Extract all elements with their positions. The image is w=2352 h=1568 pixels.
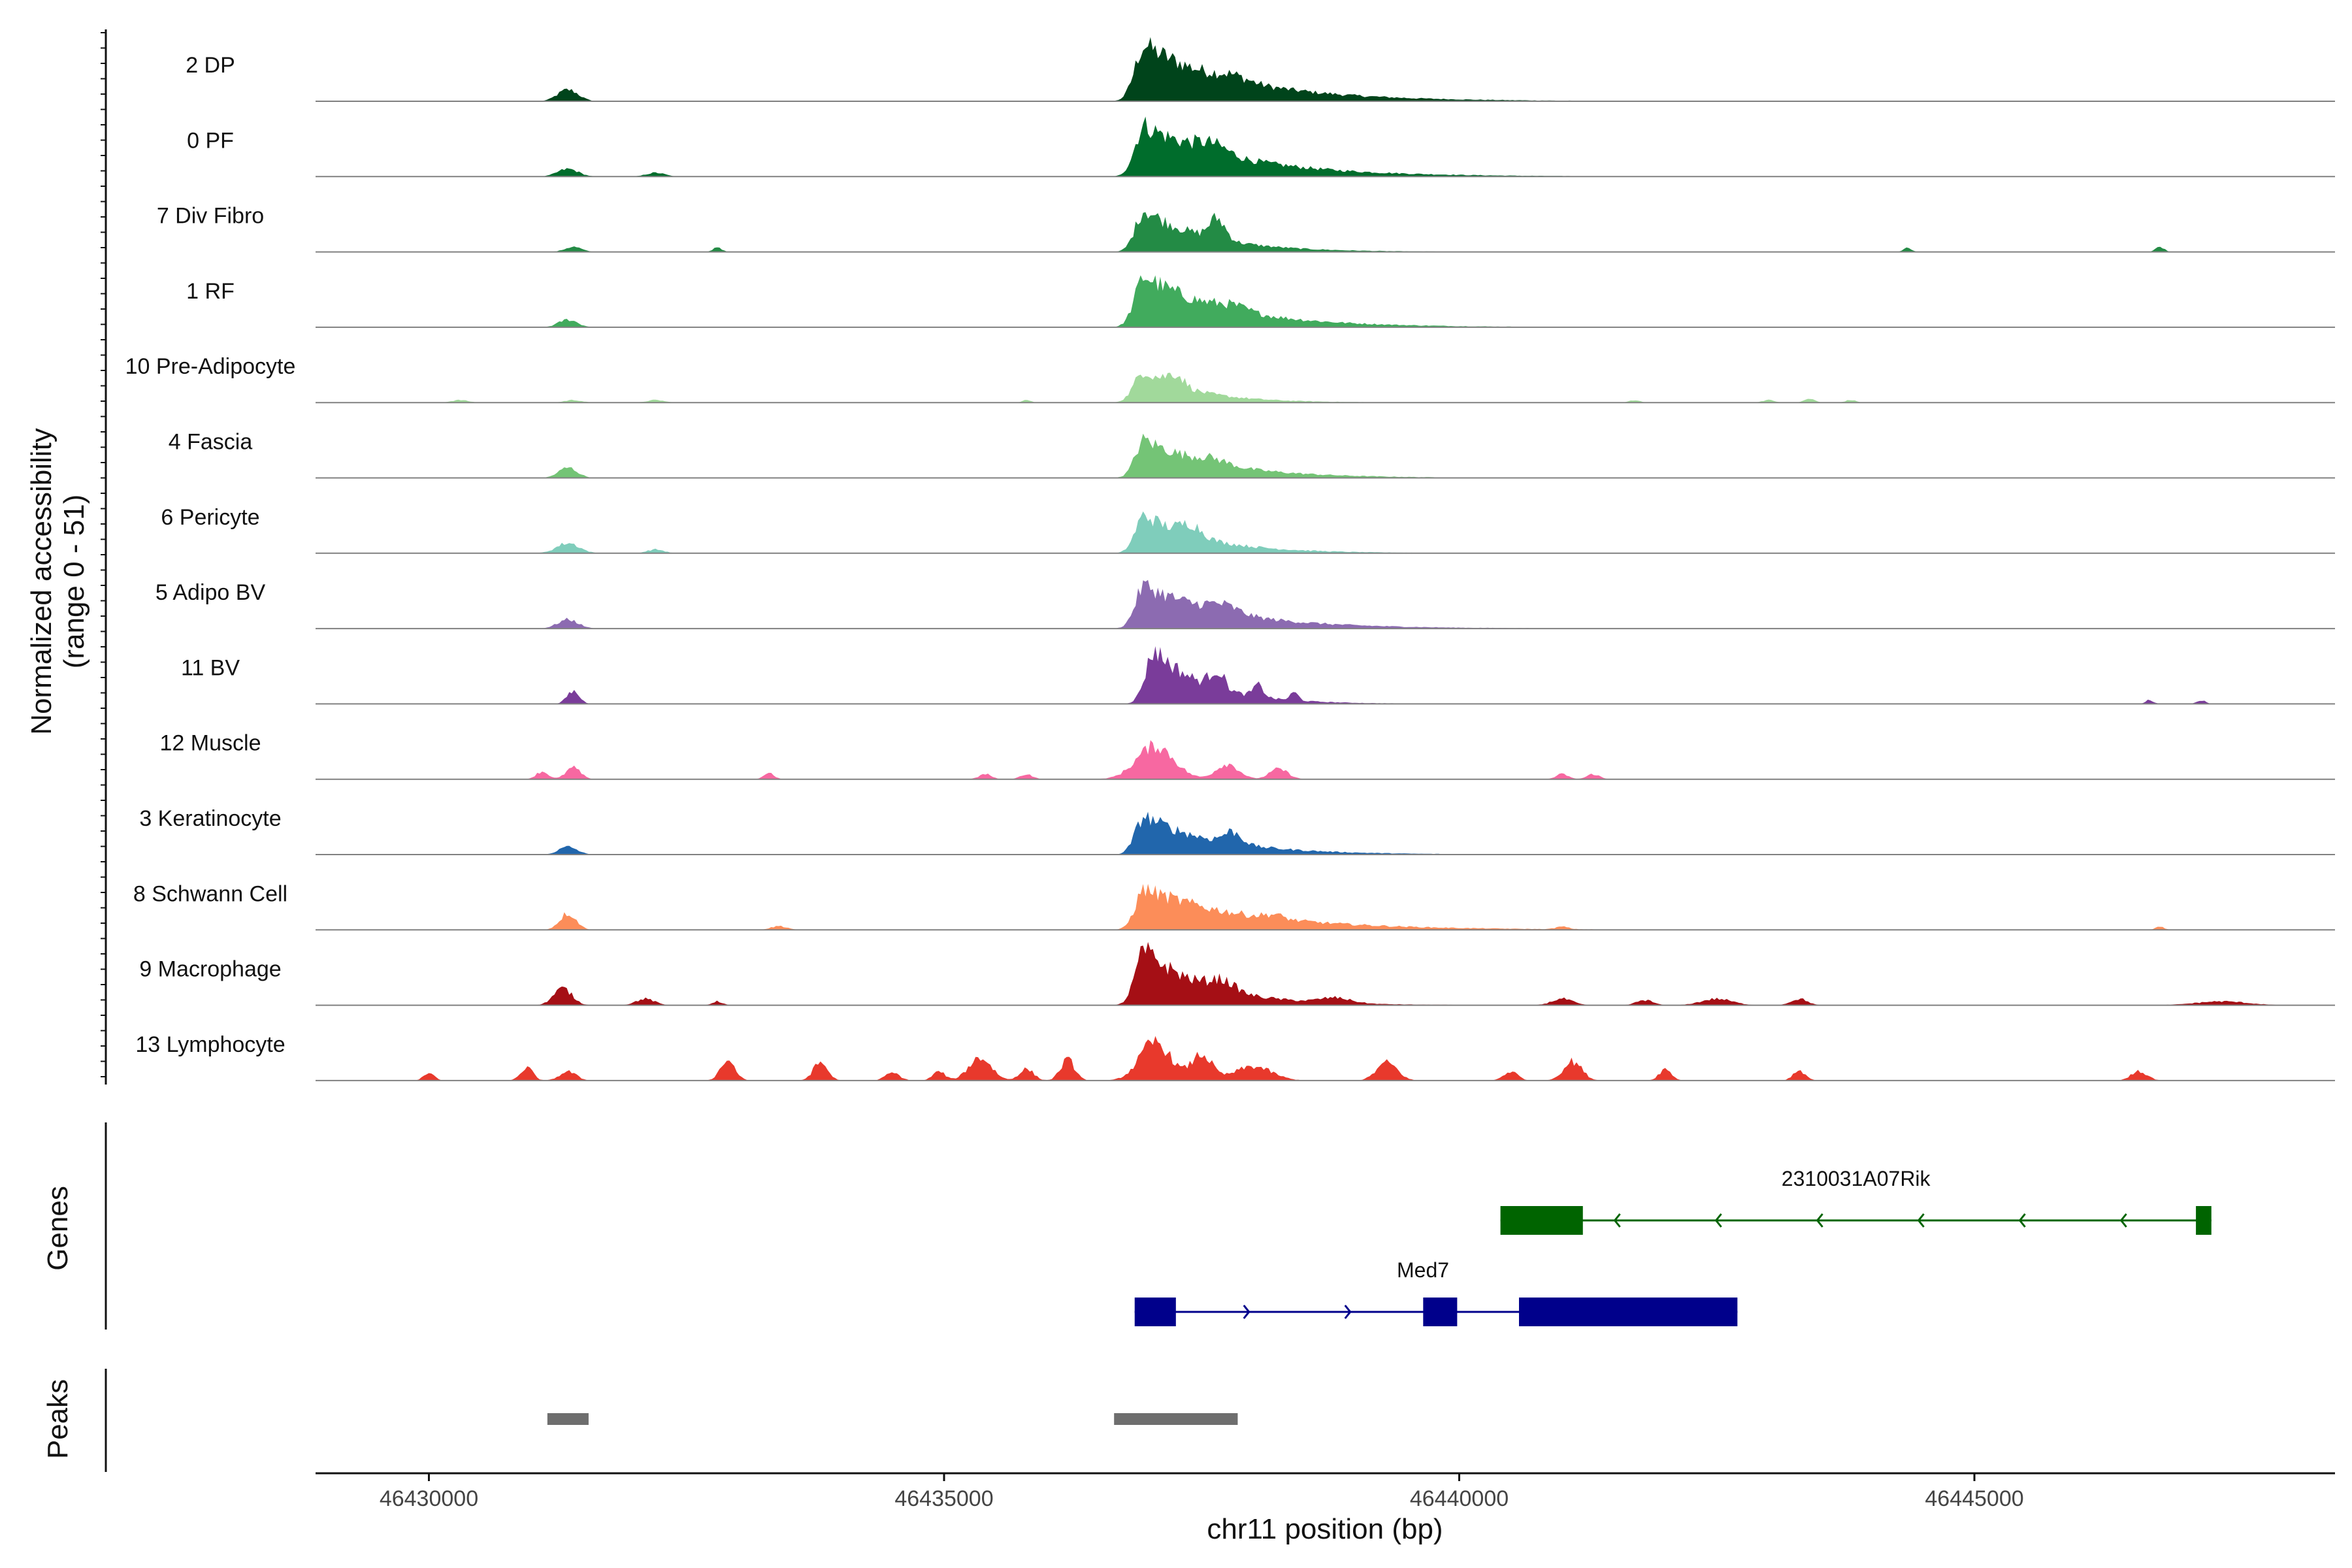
exon-2310031a07rik (1500, 1206, 1583, 1235)
strand-arrow-med7 (1344, 1305, 1352, 1319)
coverage-area-5-adipo-bv (316, 580, 2335, 629)
track-label-4-fascia: 4 Fascia (169, 430, 253, 455)
x-tick-label: 46430000 (380, 1486, 478, 1511)
strand-arrow-2310031a07rik (1816, 1213, 1823, 1228)
coverage-area-8-schwann-cell (316, 883, 2335, 930)
strand-arrow-2310031a07rik (1917, 1213, 1925, 1228)
x-tick-label: 46435000 (894, 1486, 993, 1511)
x-tick-label: 46445000 (1925, 1486, 2023, 1511)
strand-arrow-2310031a07rik (1613, 1213, 1621, 1228)
track-label-2-dp: 2 DP (186, 53, 235, 78)
exon-med7 (1518, 1298, 1738, 1326)
y-axis-spine (101, 29, 107, 1472)
coverage-area-12-muscle (316, 740, 2335, 779)
track-label-6-pericyte: 6 Pericyte (161, 505, 259, 530)
track-label-11-bv: 11 BV (181, 655, 240, 680)
strand-arrow-med7 (1243, 1305, 1250, 1319)
track-label-7-div-fibro: 7 Div Fibro (157, 204, 264, 229)
track-label-8-schwann-cell: 8 Schwann Cell (133, 881, 287, 906)
track-label-9-macrophage: 9 Macrophage (139, 957, 281, 982)
gene-label-2310031a07rik: 2310031A07Rik (1782, 1167, 1931, 1190)
coverage-area-7-div-fibro (316, 212, 2335, 252)
coverage-area-4-fascia (316, 433, 2335, 478)
y-axis-range: (range 0 - 51) (58, 495, 90, 669)
x-axis: 46430000 46435000 46440000 46445000 (316, 1472, 2335, 1511)
y-axis-title: Normalized accessibility (25, 428, 57, 734)
exon-2310031a07rik (2196, 1206, 2212, 1235)
x-axis-title: chr11 position (bp) (1207, 1513, 1443, 1545)
track-label-3-keratinocyte: 3 Keratinocyte (139, 806, 281, 831)
track-label-10-pre-adipocyte: 10 Pre-Adipocyte (125, 354, 296, 379)
track-label-13-lymphocyte: 13 Lymphocyte (135, 1032, 285, 1057)
strand-arrow-2310031a07rik (1714, 1213, 1722, 1228)
gene-track: 2310031A07Rik Med7 (1134, 1167, 2212, 1326)
peak-region (547, 1413, 589, 1425)
exon-med7 (1134, 1298, 1176, 1326)
gene-label-med7: Med7 (1397, 1258, 1449, 1282)
genes-section-label: Genes (42, 1186, 74, 1271)
strand-arrow-2310031a07rik (2119, 1213, 2127, 1228)
coverage-area-0-pf (316, 116, 2335, 177)
peaks-section-label: Peaks (42, 1379, 74, 1459)
coverage-area-10-pre-adipocyte (316, 372, 2335, 403)
coverage-area-13-lymphocyte (316, 1036, 2335, 1081)
strand-arrow-2310031a07rik (2018, 1213, 2026, 1228)
coverage-area-11-bv (316, 646, 2335, 704)
track-label-5-adipo-bv: 5 Adipo BV (155, 580, 266, 605)
coverage-tracks: 2 DP 0 PF 7 Div Fibro 1 RF 10 Pre-Adipocyte 4… (125, 37, 2335, 1081)
coverage-area-9-macrophage (316, 941, 2335, 1005)
coverage-area-6-pericyte (316, 511, 2335, 553)
peak-region (1114, 1413, 1238, 1425)
coverage-area-3-keratinocyte (316, 811, 2335, 855)
x-tick-label: 46440000 (1410, 1486, 1509, 1511)
coverage-area-2-dp (316, 37, 2335, 102)
exon-med7 (1423, 1298, 1458, 1326)
coverage-area-1-rf (316, 275, 2335, 327)
track-label-0-pf: 0 PF (187, 128, 234, 153)
track-label-12-muscle: 12 Muscle (160, 731, 261, 756)
peak-track (547, 1413, 1238, 1425)
track-label-1-rf: 1 RF (186, 279, 235, 304)
